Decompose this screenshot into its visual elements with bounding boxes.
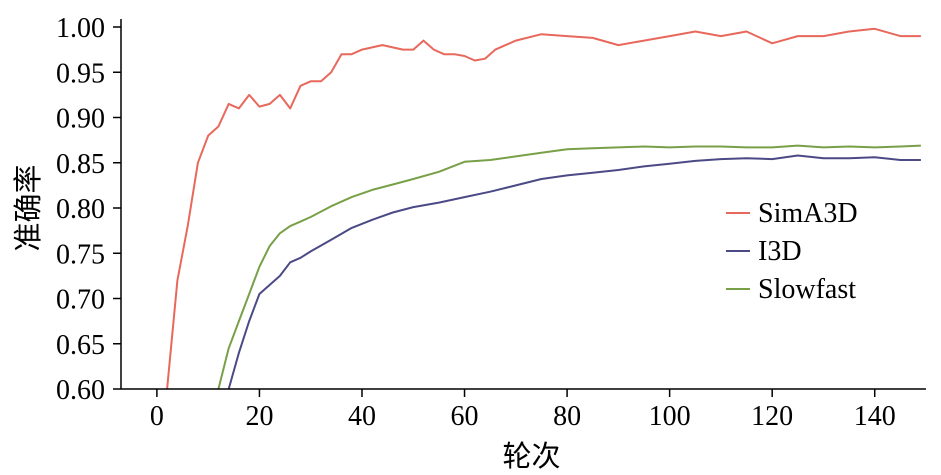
y-tick-label: 0.75 bbox=[56, 239, 105, 270]
y-tick-label: 0.60 bbox=[56, 375, 105, 406]
x-tick-label: 80 bbox=[553, 401, 581, 432]
y-tick-label: 1.00 bbox=[56, 13, 105, 44]
y-tick-label: 0.70 bbox=[56, 285, 105, 316]
legend-label: SimA3D bbox=[758, 198, 858, 229]
series-line-i3d bbox=[227, 154, 921, 389]
x-tick-label: 20 bbox=[245, 401, 273, 432]
x-tick-label: 40 bbox=[348, 401, 376, 432]
y-tick-label: 0.80 bbox=[56, 194, 105, 225]
y-tick-label: 0.65 bbox=[56, 330, 105, 361]
legend: SimA3D I3D Slowfast bbox=[726, 198, 858, 305]
legend-item-i3d: I3D bbox=[726, 236, 802, 267]
x-tick-label: 120 bbox=[751, 401, 793, 432]
x-tick-label: 0 bbox=[150, 401, 164, 432]
y-tick-label: 0.85 bbox=[56, 149, 105, 180]
y-tick-label: 0.95 bbox=[56, 58, 105, 89]
series-line-sima3d bbox=[166, 27, 921, 389]
legend-label: I3D bbox=[758, 236, 802, 267]
x-axis-title: 轮次 bbox=[502, 439, 560, 473]
y-axis-title: 准确率 bbox=[11, 164, 45, 251]
legend-item-slowfast: Slowfast bbox=[726, 274, 856, 305]
legend-label: Slowfast bbox=[758, 274, 856, 305]
x-tick-label: 60 bbox=[451, 401, 479, 432]
plot-lines bbox=[166, 27, 921, 389]
y-tick-label: 0.90 bbox=[56, 104, 105, 135]
series-line-slowfast bbox=[217, 144, 921, 389]
axes: 0 20 40 60 80 100 120 140 0.60 0.65 0.70 0.75 0.80 0.… bbox=[11, 13, 926, 473]
x-tick-label: 100 bbox=[649, 401, 691, 432]
x-tick-label: 140 bbox=[854, 401, 896, 432]
legend-item-sima3d: SimA3D bbox=[726, 198, 858, 229]
